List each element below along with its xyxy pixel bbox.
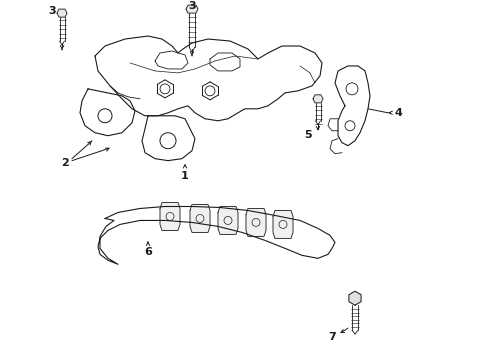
Text: 5: 5: [304, 130, 312, 140]
Text: 6: 6: [144, 247, 152, 257]
Text: 7: 7: [328, 332, 336, 342]
Polygon shape: [160, 203, 180, 230]
Polygon shape: [246, 208, 266, 237]
Text: 1: 1: [181, 171, 189, 181]
Polygon shape: [330, 139, 342, 154]
Polygon shape: [190, 204, 210, 233]
Polygon shape: [218, 207, 238, 234]
Polygon shape: [328, 119, 338, 131]
Polygon shape: [57, 9, 67, 17]
Polygon shape: [210, 53, 240, 71]
Text: 3: 3: [188, 1, 196, 11]
Polygon shape: [80, 89, 135, 136]
Polygon shape: [186, 5, 198, 13]
Polygon shape: [335, 66, 370, 146]
Polygon shape: [142, 116, 195, 161]
Polygon shape: [313, 95, 323, 103]
Polygon shape: [98, 207, 335, 264]
Polygon shape: [95, 36, 322, 121]
Polygon shape: [155, 51, 188, 69]
Text: 3: 3: [48, 6, 56, 16]
Text: 4: 4: [394, 108, 402, 118]
Text: 2: 2: [61, 158, 69, 168]
Polygon shape: [273, 211, 293, 238]
Polygon shape: [349, 291, 361, 305]
